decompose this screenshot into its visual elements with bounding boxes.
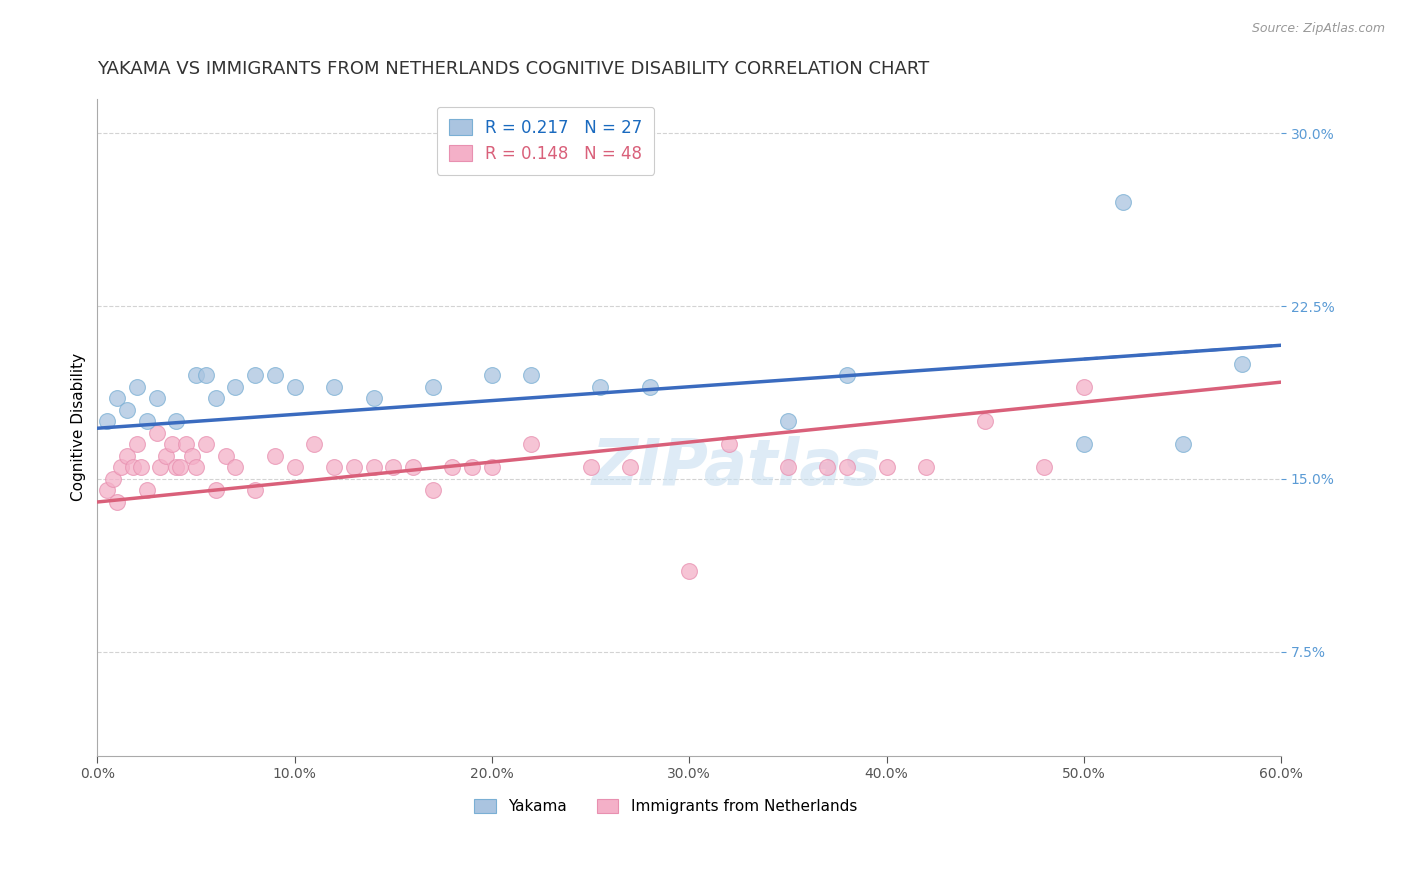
Point <box>224 460 246 475</box>
Point <box>204 391 226 405</box>
Point <box>363 460 385 475</box>
Point <box>304 437 326 451</box>
Point <box>1112 195 1135 210</box>
Point <box>284 460 307 475</box>
Point <box>115 449 138 463</box>
Point <box>115 402 138 417</box>
Point <box>149 460 172 475</box>
Point <box>619 460 641 475</box>
Text: ZIPatlas: ZIPatlas <box>592 435 882 498</box>
Point <box>638 380 661 394</box>
Point <box>776 414 799 428</box>
Point <box>174 437 197 451</box>
Point <box>245 368 267 383</box>
Point <box>214 449 236 463</box>
Point <box>264 449 287 463</box>
Point <box>815 460 838 475</box>
Point <box>481 368 503 383</box>
Point <box>323 380 346 394</box>
Legend: Yakama, Immigrants from Netherlands: Yakama, Immigrants from Netherlands <box>468 792 863 820</box>
Point <box>169 460 191 475</box>
Point <box>1230 357 1253 371</box>
Point <box>363 391 385 405</box>
Point <box>96 483 118 498</box>
Point <box>717 437 740 451</box>
Point <box>678 564 700 578</box>
Point <box>520 368 543 383</box>
Point <box>194 437 217 451</box>
Point <box>441 460 464 475</box>
Point <box>284 380 307 394</box>
Point <box>135 483 157 498</box>
Point <box>1033 460 1056 475</box>
Point <box>105 495 128 509</box>
Point <box>382 460 405 475</box>
Point <box>520 437 543 451</box>
Text: YAKAMA VS IMMIGRANTS FROM NETHERLANDS COGNITIVE DISABILITY CORRELATION CHART: YAKAMA VS IMMIGRANTS FROM NETHERLANDS CO… <box>97 60 929 78</box>
Point <box>402 460 425 475</box>
Point <box>224 380 246 394</box>
Point <box>835 460 858 475</box>
Point <box>165 414 187 428</box>
Point <box>162 437 184 451</box>
Point <box>1073 437 1095 451</box>
Point <box>184 460 207 475</box>
Point <box>974 414 997 428</box>
Point <box>96 414 118 428</box>
Text: Source: ZipAtlas.com: Source: ZipAtlas.com <box>1251 22 1385 36</box>
Point <box>343 460 366 475</box>
Point <box>915 460 938 475</box>
Point <box>121 460 143 475</box>
Point <box>876 460 898 475</box>
Point <box>323 460 346 475</box>
Point <box>461 460 484 475</box>
Point <box>264 368 287 383</box>
Point <box>101 472 124 486</box>
Point <box>245 483 267 498</box>
Point <box>105 391 128 405</box>
Point <box>125 437 148 451</box>
Point <box>1073 380 1095 394</box>
Point <box>589 380 612 394</box>
Point <box>181 449 204 463</box>
Point <box>776 460 799 475</box>
Y-axis label: Cognitive Disability: Cognitive Disability <box>72 353 86 501</box>
Point <box>145 391 167 405</box>
Point <box>135 414 157 428</box>
Point <box>110 460 132 475</box>
Point <box>1171 437 1194 451</box>
Point <box>145 425 167 440</box>
Point <box>422 380 444 394</box>
Point <box>129 460 152 475</box>
Point <box>579 460 602 475</box>
Point <box>165 460 187 475</box>
Point <box>184 368 207 383</box>
Point <box>204 483 226 498</box>
Point <box>194 368 217 383</box>
Point <box>835 368 858 383</box>
Point <box>481 460 503 475</box>
Point <box>422 483 444 498</box>
Point <box>125 380 148 394</box>
Point <box>155 449 177 463</box>
